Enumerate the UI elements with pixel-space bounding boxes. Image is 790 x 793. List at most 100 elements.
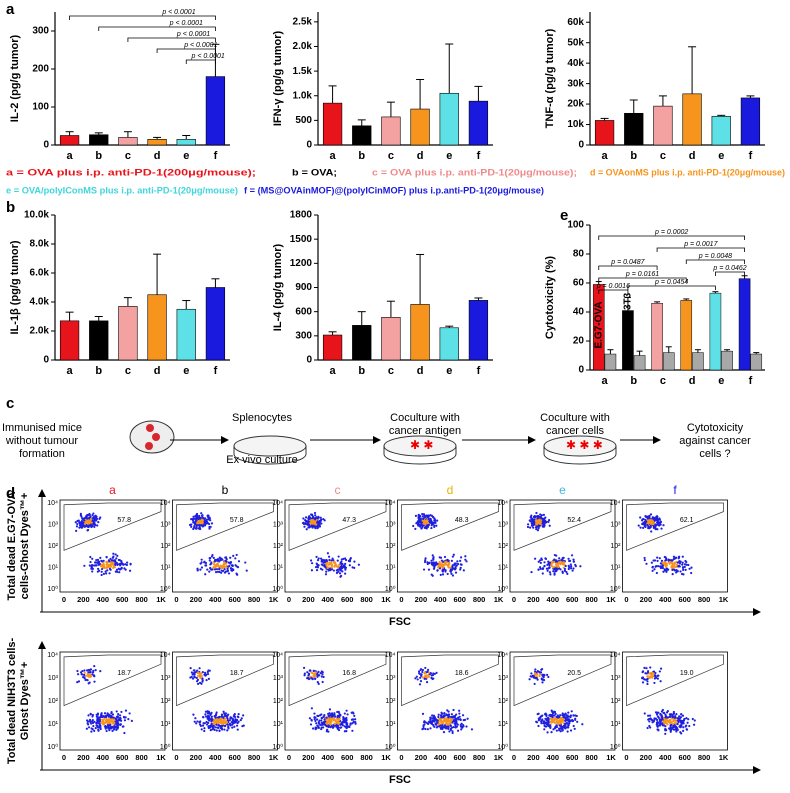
- flow-dot: [641, 677, 643, 679]
- y-axis-label: IFN-γ (pg/g tumor): [272, 31, 284, 127]
- flow-dot: [125, 710, 127, 712]
- flow-dot: [99, 516, 101, 518]
- flow-dot: [555, 554, 557, 556]
- gate-percentage: 57.8: [230, 517, 244, 524]
- flow-dot: [662, 721, 664, 723]
- x-tick-label: 0: [512, 753, 516, 762]
- flow-dot: [234, 564, 236, 566]
- flow-dot: [682, 556, 684, 558]
- y-tick-label: 10⁰: [610, 585, 621, 593]
- error-bar: [695, 350, 701, 353]
- flow-dot: [644, 522, 646, 524]
- flow-dot: [416, 521, 418, 523]
- flow-dot: [692, 718, 694, 720]
- y-axis-label: Total dead E.G7-OVA: [6, 491, 18, 600]
- flow-dot: [310, 519, 312, 521]
- flow-dot: [564, 720, 566, 722]
- flow-dot: [334, 723, 336, 725]
- flow-dot: [83, 669, 85, 671]
- flow-dot: [193, 676, 195, 678]
- flow-dot: [543, 675, 545, 677]
- flow-dot: [234, 716, 236, 718]
- y-tick-label: 10⁰: [385, 585, 396, 593]
- flow-dot: [316, 569, 318, 571]
- flow-dot: [670, 566, 672, 568]
- x-tick-label: 400: [322, 595, 335, 604]
- flow-dot: [656, 713, 658, 715]
- flow-dot: [534, 668, 536, 670]
- flow-dot: [331, 564, 333, 566]
- flow-dot: [321, 675, 323, 677]
- flow-dot: [448, 713, 450, 715]
- flow-dot: [86, 669, 88, 671]
- flow-dot: [652, 675, 654, 677]
- flow-dot: [358, 564, 360, 566]
- flow-dot: [81, 673, 83, 675]
- flow-dot: [567, 558, 569, 560]
- flow-dot: [314, 512, 316, 514]
- flow-dot: [227, 726, 229, 728]
- bar: [323, 335, 342, 360]
- x-tick-label: f: [477, 365, 481, 377]
- flow-dot: [96, 725, 98, 727]
- flow-dot: [314, 718, 316, 720]
- flow-dot: [567, 725, 569, 727]
- x-tick-label: 800: [585, 595, 598, 604]
- flow-dot: [226, 729, 228, 731]
- error-bar: [124, 298, 132, 307]
- flow-dot: [655, 528, 657, 530]
- flow-dot: [336, 711, 338, 713]
- flow-dot: [650, 519, 652, 521]
- y-tick-label: 10⁰: [160, 743, 171, 751]
- x-tick-label: b: [358, 150, 365, 162]
- step-label: cancer cells: [546, 425, 605, 437]
- flow-dot: [422, 713, 424, 715]
- flow-dot: [310, 677, 312, 679]
- error-bar: [474, 298, 482, 300]
- flow-dot: [352, 712, 354, 714]
- flow-dot: [81, 670, 83, 672]
- series-label: NIH3T3: [623, 292, 634, 327]
- plot-frame: [173, 652, 278, 750]
- flow-dot: [464, 719, 466, 721]
- step-label: cancer antigen: [389, 425, 461, 437]
- flow-dot: [549, 718, 551, 720]
- flow-dot: [680, 732, 682, 734]
- flow-dot: [455, 572, 457, 574]
- flow-dot: [196, 669, 198, 671]
- flow-dot: [541, 718, 543, 720]
- flow-dot: [537, 517, 539, 519]
- flow-dot: [225, 561, 227, 563]
- flow-dot: [123, 567, 125, 569]
- y-tick-label: 10¹: [610, 564, 621, 571]
- x-tick-label: 600: [453, 595, 466, 604]
- flow-dot: [445, 726, 447, 728]
- flow-dot: [562, 715, 564, 717]
- flow-dot: [534, 558, 536, 560]
- flow-dot: [103, 723, 105, 725]
- flow-dot: [552, 570, 554, 572]
- y-tick-label: 0: [578, 365, 584, 376]
- flow-dot: [337, 560, 339, 562]
- flow-dot: [232, 564, 234, 566]
- flow-dot: [221, 725, 223, 727]
- flow-dot: [661, 560, 663, 562]
- significance-bracket: [686, 260, 744, 264]
- flow-dot: [75, 521, 77, 523]
- x-tick-label: c: [125, 365, 131, 377]
- flow-dot: [420, 668, 422, 670]
- flow-dot: [684, 566, 686, 568]
- flow-dot: [440, 557, 442, 559]
- y-tick-label: 10⁴: [160, 500, 171, 507]
- flow-dot: [642, 527, 644, 529]
- flow-dot: [664, 556, 666, 558]
- flow-dot: [570, 729, 572, 731]
- step-label: Splenocytes: [232, 412, 292, 424]
- p-value: p < 0.0001: [190, 53, 224, 60]
- flow-dot: [686, 728, 688, 730]
- y-tick-label: 10⁰: [385, 743, 396, 751]
- flow-dot: [311, 562, 313, 564]
- flow-dot: [218, 716, 220, 718]
- flow-dot: [83, 565, 85, 567]
- flow-dot: [427, 728, 429, 730]
